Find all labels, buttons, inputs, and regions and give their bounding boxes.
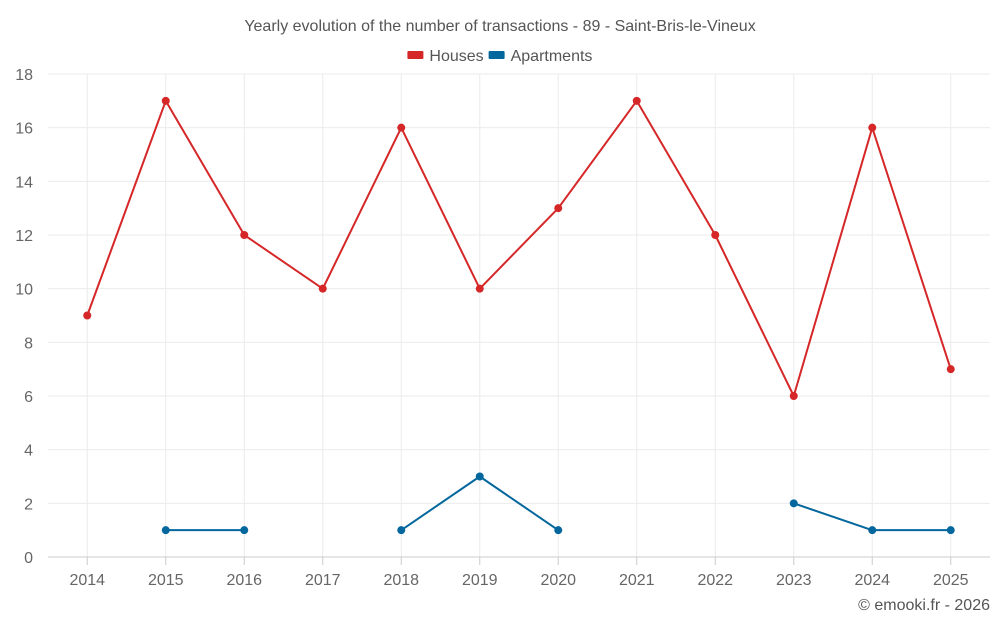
legend-swatch [407, 51, 424, 59]
data-point [318, 284, 327, 293]
legend-label: Houses [429, 48, 483, 65]
y-tick-label: 8 [24, 335, 33, 352]
legend-item-houses: Houses [407, 48, 484, 65]
x-tick-label: 2015 [148, 572, 184, 589]
y-tick-label: 10 [15, 282, 33, 299]
data-point [789, 392, 798, 400]
x-tick-label: 2018 [383, 572, 419, 589]
x-tick-label: 2020 [540, 572, 576, 589]
data-point [161, 96, 170, 105]
series-houses [83, 96, 955, 400]
y-tick-label: 16 [15, 121, 33, 138]
x-axis-ticks: 2014 2015 2016 2017 2018 2019 2020 2021 2022 2023… [69, 557, 969, 589]
y-tick-label: 12 [15, 228, 33, 245]
data-point [83, 311, 92, 320]
data-point [711, 231, 720, 239]
data-point [397, 123, 406, 132]
data-point [161, 526, 170, 535]
data-point [868, 526, 877, 535]
y-tick-label: 2 [24, 496, 33, 513]
y-tick-label: 14 [15, 174, 33, 191]
series-apartments [161, 472, 955, 535]
data-point [946, 365, 955, 374]
data-point [946, 526, 955, 535]
x-tick-label: 2024 [854, 572, 890, 589]
y-tick-label: 4 [24, 443, 33, 460]
data-point [868, 123, 877, 132]
x-tick-label: 2019 [462, 572, 498, 589]
y-tick-label: 18 [15, 67, 33, 84]
data-point [397, 526, 406, 535]
x-tick-label: 2025 [933, 572, 969, 589]
legend: Houses Apartments [407, 48, 592, 65]
credit-text: © emooki.fr - 2026 [858, 597, 990, 614]
x-tick-label: 2023 [776, 572, 812, 589]
x-tick-label: 2014 [69, 572, 105, 589]
data-point [632, 96, 641, 105]
data-point [240, 526, 249, 535]
x-tick-label: 2017 [305, 572, 341, 589]
series-line [86, 99, 952, 397]
x-tick-label: 2021 [619, 572, 655, 589]
y-tick-label: 0 [24, 550, 33, 567]
x-tick-label: 2022 [697, 572, 733, 589]
x-tick-label: 2016 [226, 572, 262, 589]
legend-label: Apartments [511, 48, 593, 65]
data-point [789, 499, 798, 508]
data-point [554, 204, 563, 213]
data-point [475, 284, 484, 293]
grid [48, 73, 990, 558]
data-point [475, 472, 484, 481]
chart-title: Yearly evolution of the number of transa… [244, 18, 755, 35]
legend-swatch [488, 51, 505, 59]
data-point [554, 526, 563, 535]
series-layer [83, 96, 955, 535]
y-axis-ticks: 0 2 4 6 8 10 12 14 16 18 [15, 67, 33, 567]
data-point [240, 231, 249, 239]
y-tick-label: 6 [24, 389, 33, 406]
legend-item-apartments: Apartments [488, 48, 593, 65]
